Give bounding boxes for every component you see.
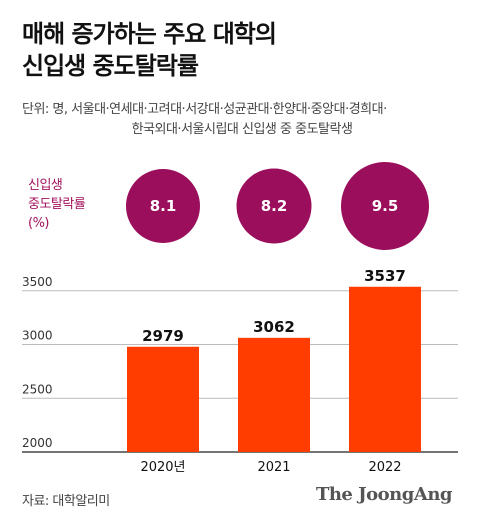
rate-bubble-label-2: 8.2	[261, 197, 288, 215]
rate-bubble-label-1: 8.1	[150, 197, 177, 215]
bar-3	[349, 286, 421, 452]
x-tick-label-3: 2022	[368, 460, 401, 475]
x-tick-label-2: 2021	[257, 460, 290, 475]
chart-title: 매해 증가하는 주요 대학의 신입생 중도탈락률	[22, 18, 277, 82]
bar-value-label-1: 2979	[142, 327, 184, 345]
rate-bubble-2	[236, 168, 312, 244]
rate-label-line-2: 중도탈락률	[28, 197, 86, 212]
unit-line-2: 한국외대·서울시립대 신입생 중 중도탈락생	[131, 122, 353, 137]
rate-label-line-3: (%)	[28, 216, 50, 231]
unit-note: 단위: 명, 서울대·연세대·고려대·서강대·성균관대·한양대·중앙대·경희대·…	[22, 100, 462, 140]
bar-value-label-2: 3062	[253, 318, 295, 336]
brand-logo: The JoongAng	[315, 484, 453, 505]
source-note: 자료: 대학알리미	[22, 494, 110, 509]
rate-bubble-label-3: 9.5	[372, 197, 399, 215]
title-line-2: 신입생 중도탈락률	[22, 52, 199, 80]
y-tick-label-2000: 2000	[22, 436, 53, 450]
dropout-rate-label: 신입생 중도탈락률 (%)	[28, 176, 86, 233]
y-tick-label-3000: 3000	[22, 329, 53, 343]
y-tick-label-3500: 3500	[22, 275, 53, 289]
unit-line-1: 단위: 명, 서울대·연세대·고려대·서강대·성균관대·한양대·중앙대·경희대·	[22, 102, 387, 117]
y-tick-label-2500: 2500	[22, 382, 53, 396]
bar-value-label-3: 3537	[364, 267, 406, 285]
rate-label-line-1: 신입생	[28, 178, 63, 193]
title-line-1: 매해 증가하는 주요 대학의	[22, 20, 277, 48]
rate-bubble-3	[341, 162, 429, 250]
x-tick-label-1: 2020년	[140, 460, 185, 475]
bar-2	[238, 337, 310, 452]
rate-bubble-1	[126, 169, 200, 243]
bar-1	[127, 346, 199, 452]
